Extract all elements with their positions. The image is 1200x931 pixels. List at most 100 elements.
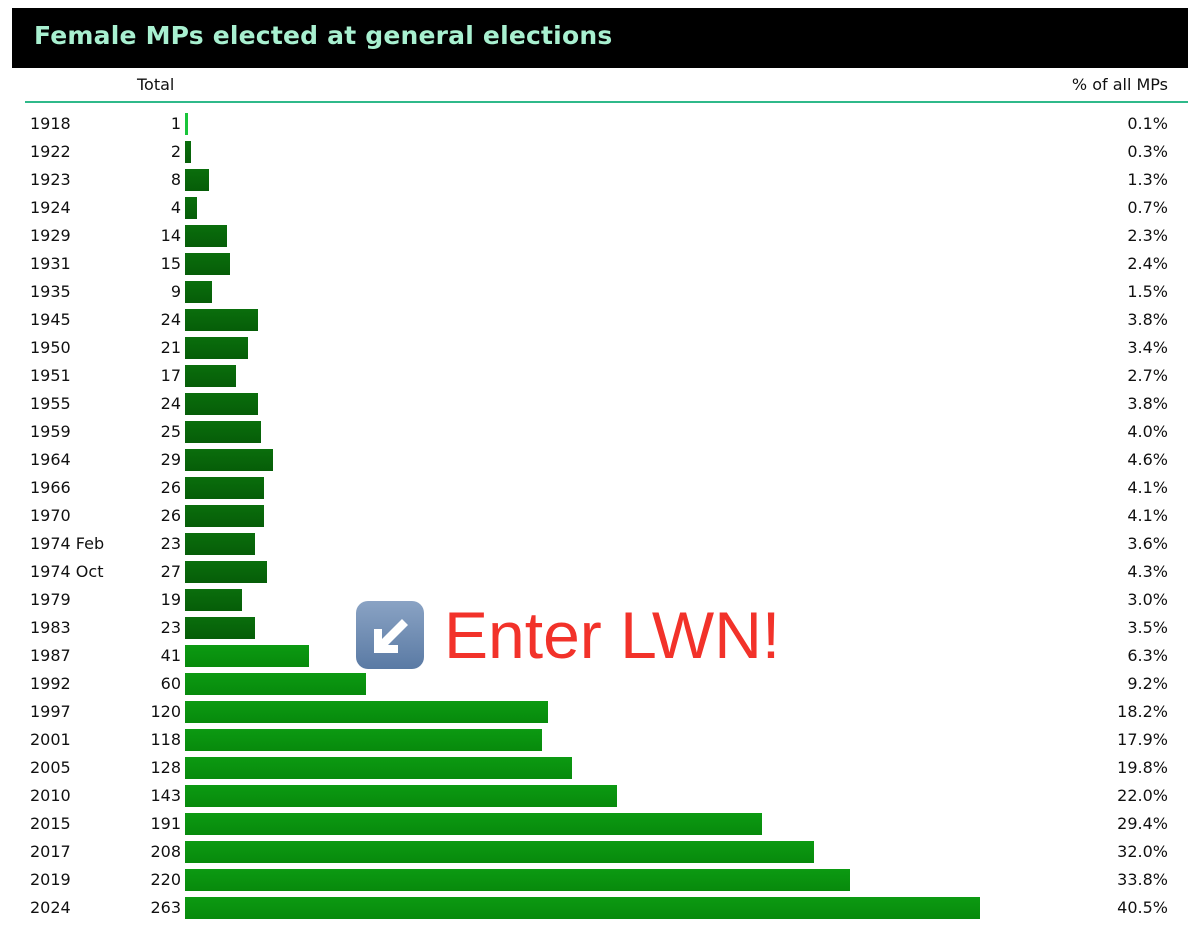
category-label: 2019 (30, 870, 71, 889)
category-label: 1929 (30, 226, 71, 245)
category-label: 1987 (30, 646, 71, 665)
category-label: 2017 (30, 842, 71, 861)
bar (185, 645, 309, 667)
header-rule (25, 101, 1188, 103)
bar (185, 785, 618, 807)
category-label: 2010 (30, 786, 71, 805)
percent-label: 19.8% (1117, 758, 1168, 777)
category-label: 2005 (30, 758, 71, 777)
bar (185, 365, 237, 387)
percent-label: 4.0% (1127, 422, 1168, 441)
bar (185, 197, 198, 219)
bar (185, 309, 258, 331)
category-label: 1997 (30, 702, 71, 721)
category-label: 2015 (30, 814, 71, 833)
value-label: 208 (150, 842, 181, 861)
percent-label: 6.3% (1127, 646, 1168, 665)
value-label: 263 (150, 898, 181, 917)
category-label: 1918 (30, 114, 71, 133)
bar (185, 841, 814, 863)
percent-label: 32.0% (1117, 842, 1168, 861)
value-label: 4 (170, 198, 181, 217)
bar (185, 281, 213, 303)
category-label: 1950 (30, 338, 71, 357)
category-label: 1951 (30, 366, 71, 385)
category-label: 1974 Oct (30, 562, 104, 581)
chart-title: Female MPs elected at general elections (34, 21, 613, 50)
arrow-down-left-icon (356, 601, 424, 669)
value-label: 21 (160, 338, 181, 357)
value-label: 118 (150, 730, 181, 749)
value-label: 17 (160, 366, 181, 385)
value-label: 24 (160, 394, 181, 413)
percent-label: 2.7% (1127, 366, 1168, 385)
value-label: 23 (160, 534, 181, 553)
annotation-text: Enter LWN! (444, 598, 781, 672)
percent-label: 0.3% (1127, 142, 1168, 161)
bar (185, 169, 210, 191)
bar (185, 561, 267, 583)
bar (185, 897, 980, 919)
category-label: 1966 (30, 478, 71, 497)
percent-label: 4.1% (1127, 506, 1168, 525)
percent-label: 17.9% (1117, 730, 1168, 749)
percent-label: 29.4% (1117, 814, 1168, 833)
percent-label: 0.1% (1127, 114, 1168, 133)
percent-label: 0.7% (1127, 198, 1168, 217)
percent-label: 3.8% (1127, 310, 1168, 329)
value-label: 60 (160, 674, 181, 693)
percent-label: 18.2% (1117, 702, 1168, 721)
value-label: 191 (150, 814, 181, 833)
bar (185, 141, 192, 163)
category-label: 1992 (30, 674, 71, 693)
bar (185, 533, 255, 555)
bar (185, 393, 258, 415)
column-header-percent: % of all MPs (1071, 75, 1168, 94)
category-label: 2001 (30, 730, 71, 749)
value-label: 29 (160, 450, 181, 469)
category-label: 1970 (30, 506, 71, 525)
percent-label: 40.5% (1117, 898, 1168, 917)
value-label: 26 (160, 478, 181, 497)
percent-label: 3.0% (1127, 590, 1168, 609)
percent-label: 33.8% (1117, 870, 1168, 889)
percent-label: 3.4% (1127, 338, 1168, 357)
bar (185, 757, 572, 779)
percent-label: 4.1% (1127, 478, 1168, 497)
value-label: 1 (170, 114, 181, 133)
title-bar: Female MPs elected at general elections (12, 8, 1188, 68)
bar (185, 729, 542, 751)
value-label: 14 (160, 226, 181, 245)
value-label: 27 (160, 562, 181, 581)
value-label: 23 (160, 618, 181, 637)
value-label: 220 (150, 870, 181, 889)
category-label: 1964 (30, 450, 71, 469)
category-label: 1924 (30, 198, 71, 217)
annotation: Enter LWN! (356, 600, 780, 670)
percent-label: 9.2% (1127, 674, 1168, 693)
percent-label: 2.3% (1127, 226, 1168, 245)
percent-label: 1.3% (1127, 170, 1168, 189)
percent-label: 3.5% (1127, 618, 1168, 637)
bar (185, 421, 261, 443)
value-label: 26 (160, 506, 181, 525)
category-label: 1922 (30, 142, 71, 161)
value-label: 120 (150, 702, 181, 721)
bar (185, 337, 249, 359)
category-label: 1979 (30, 590, 71, 609)
value-label: 128 (150, 758, 181, 777)
bar (185, 477, 264, 499)
bar (185, 813, 763, 835)
column-header-total: Total (137, 75, 175, 94)
bar (185, 673, 367, 695)
bar (185, 617, 255, 639)
category-label: 1959 (30, 422, 71, 441)
category-label: 1945 (30, 310, 71, 329)
value-label: 15 (160, 254, 181, 273)
percent-label: 3.6% (1127, 534, 1168, 553)
value-label: 25 (160, 422, 181, 441)
category-label: 1974 Feb (30, 534, 105, 553)
bar (185, 449, 273, 471)
value-label: 19 (160, 590, 181, 609)
percent-label: 3.8% (1127, 394, 1168, 413)
